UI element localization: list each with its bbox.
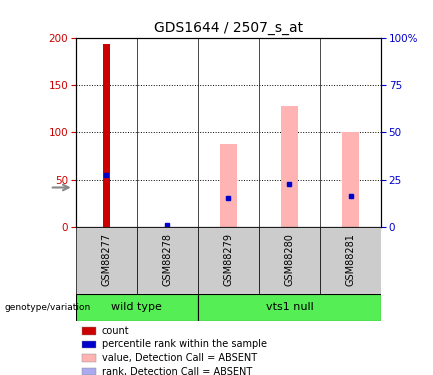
Title: GDS1644 / 2507_s_at: GDS1644 / 2507_s_at — [154, 21, 303, 35]
Bar — [76, 294, 198, 321]
Bar — [82, 327, 96, 334]
Text: percentile rank within the sample: percentile rank within the sample — [102, 339, 267, 350]
Text: GSM88281: GSM88281 — [346, 233, 355, 286]
Text: GSM88278: GSM88278 — [162, 233, 172, 286]
Bar — [82, 354, 96, 362]
Text: GSM88277: GSM88277 — [101, 233, 111, 286]
Bar — [259, 227, 320, 294]
Text: rank, Detection Call = ABSENT: rank, Detection Call = ABSENT — [102, 367, 252, 375]
Bar — [137, 227, 198, 294]
Bar — [198, 227, 259, 294]
Text: vts1 null: vts1 null — [265, 303, 313, 312]
Text: GSM88279: GSM88279 — [223, 233, 233, 286]
Text: value, Detection Call = ABSENT: value, Detection Call = ABSENT — [102, 353, 257, 363]
Text: genotype/variation: genotype/variation — [4, 303, 90, 312]
Bar — [103, 44, 110, 227]
Bar — [76, 227, 137, 294]
Bar — [342, 132, 359, 227]
Bar — [82, 368, 96, 375]
Bar — [281, 106, 298, 227]
Text: wild type: wild type — [111, 303, 162, 312]
Bar — [320, 227, 381, 294]
Text: count: count — [102, 326, 129, 336]
Bar — [198, 294, 381, 321]
Text: GSM88280: GSM88280 — [284, 233, 294, 286]
Bar — [82, 340, 96, 348]
Bar — [220, 144, 237, 227]
